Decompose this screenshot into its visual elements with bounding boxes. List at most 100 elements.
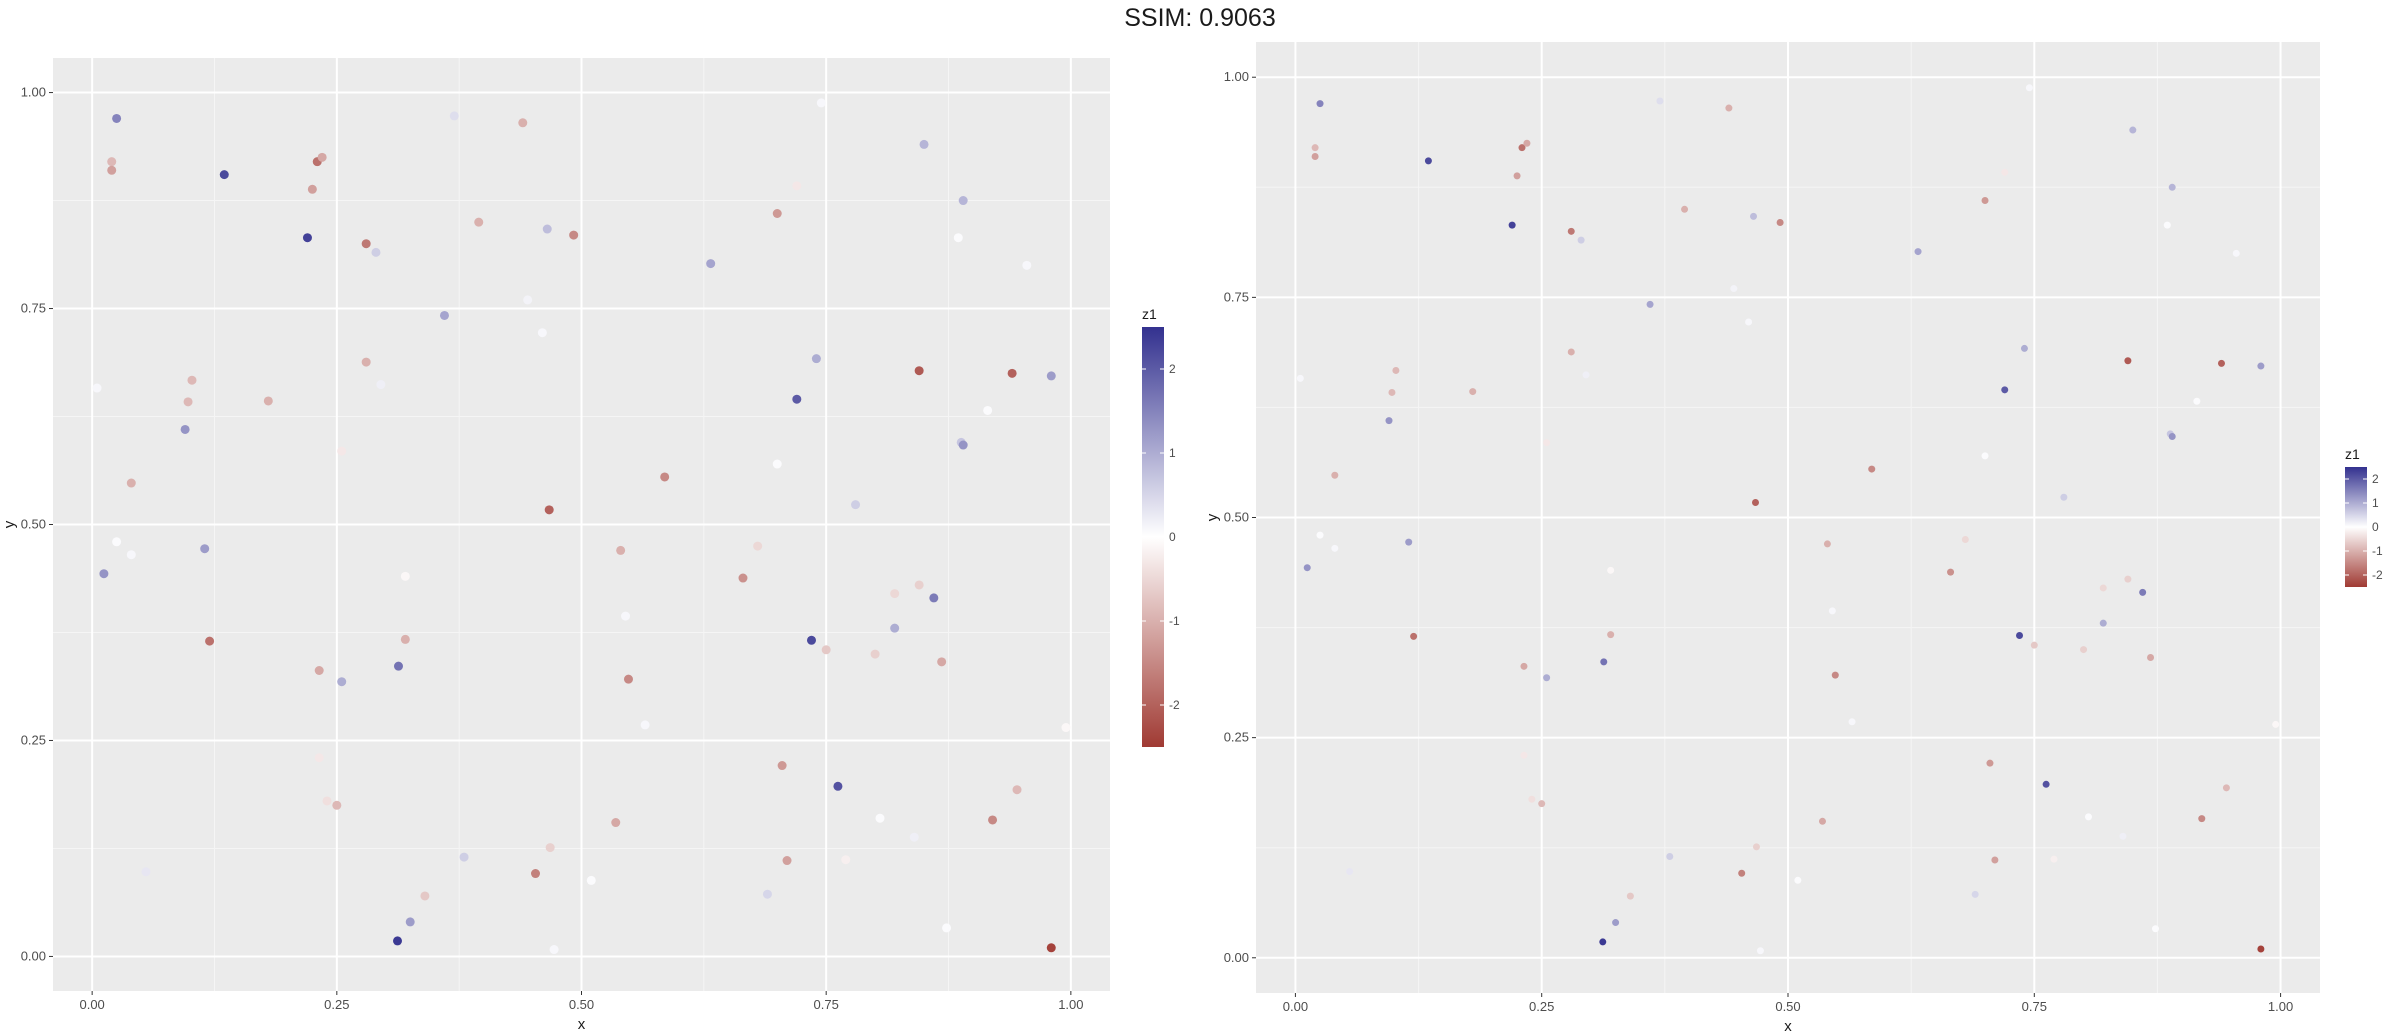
data-point [361, 239, 371, 249]
data-point [531, 869, 541, 879]
data-point [1012, 785, 1022, 795]
data-point [1914, 248, 1922, 256]
legend-tick-label: 0 [1169, 530, 1176, 544]
data-point [841, 855, 851, 865]
data-point [1818, 817, 1826, 825]
data-point [983, 405, 993, 415]
y-tick-label: 0.00 [21, 948, 46, 963]
y-tick-label: 0.25 [1224, 730, 1249, 745]
data-point [1410, 632, 1418, 640]
x-tick-label: 0.00 [1283, 999, 1308, 1014]
chart-title: SSIM: 0.9063 [1124, 4, 1276, 32]
data-point [1607, 631, 1615, 639]
data-point [1868, 465, 1876, 473]
data-point [1061, 723, 1071, 733]
data-point [2080, 646, 2088, 654]
data-point [393, 661, 403, 671]
data-point [777, 761, 787, 771]
data-point [958, 440, 968, 450]
data-point [621, 611, 631, 621]
data-point [537, 328, 547, 338]
legend-tick-label: 2 [1169, 362, 1176, 376]
data-point [459, 852, 469, 862]
data-point [107, 165, 117, 175]
x-tick-label: 1.00 [2268, 999, 2293, 1014]
data-point [2020, 344, 2028, 352]
data-point [542, 224, 552, 234]
data-point [611, 818, 621, 828]
data-point [870, 649, 880, 659]
data-point [958, 196, 968, 206]
data-point [1520, 662, 1528, 670]
data-point [1405, 538, 1413, 546]
y-tick-label: 1.00 [21, 85, 46, 100]
data-point [616, 545, 626, 555]
data-point [1991, 856, 1999, 864]
data-point [302, 233, 312, 243]
legend-colorbar [2345, 467, 2367, 587]
data-point [332, 800, 342, 810]
data-point [1296, 374, 1304, 382]
data-point [1986, 759, 1994, 767]
legend-tick-label: 0 [2372, 520, 2379, 534]
data-point [660, 472, 670, 482]
legend-tick-label: -1 [1169, 614, 1180, 628]
y-tick-label: 0.50 [1224, 510, 1249, 525]
data-point [1600, 658, 1608, 666]
data-point [92, 383, 102, 393]
data-point [187, 375, 197, 385]
data-point [2016, 631, 2024, 639]
data-point [2124, 357, 2132, 365]
y-tick-label: 0.75 [1224, 289, 1249, 304]
data-point [1626, 892, 1634, 900]
data-point [1331, 544, 1339, 552]
x-tick-label: 0.75 [2022, 999, 2047, 1014]
data-point [1823, 540, 1831, 548]
data-point [183, 397, 193, 407]
data-point [753, 541, 763, 551]
data-point [1599, 938, 1607, 946]
data-point [1567, 227, 1575, 235]
data-point [317, 152, 327, 162]
legend-colorbar [1142, 327, 1164, 747]
data-point [706, 259, 716, 269]
data-point [2001, 168, 2009, 176]
data-point [1346, 867, 1354, 875]
data-point [1666, 853, 1674, 861]
data-point [2099, 619, 2107, 627]
data-point [439, 310, 449, 320]
data-point [1750, 212, 1758, 220]
legend-tick-label: 1 [2372, 496, 2379, 510]
data-point [816, 98, 826, 108]
data-point [1751, 499, 1759, 507]
data-point [376, 380, 386, 390]
data-point [400, 634, 410, 644]
legend-tick-label: 2 [2372, 472, 2379, 486]
data-point [1607, 566, 1615, 574]
data-point [180, 424, 190, 434]
data-point [337, 677, 347, 687]
data-point [623, 674, 633, 684]
data-point [314, 753, 324, 763]
data-point [1756, 947, 1764, 955]
data-point [2139, 588, 2147, 596]
data-point [1582, 371, 1590, 379]
data-point [1469, 388, 1477, 396]
data-point [2099, 584, 2107, 592]
data-point [112, 113, 122, 123]
data-point [1752, 843, 1760, 851]
data-point [545, 843, 555, 853]
data-point [1543, 439, 1551, 447]
data-point [1725, 104, 1733, 112]
data-point [1961, 536, 1969, 544]
x-axis-title: x [578, 1016, 586, 1033]
data-point [821, 645, 831, 655]
data-point [263, 396, 273, 406]
x-tick-label: 0.50 [1775, 999, 1800, 1014]
data-point [2030, 641, 2038, 649]
data-point [1303, 564, 1311, 572]
data-point [2222, 784, 2230, 792]
data-point [890, 623, 900, 633]
data-point [205, 636, 215, 646]
